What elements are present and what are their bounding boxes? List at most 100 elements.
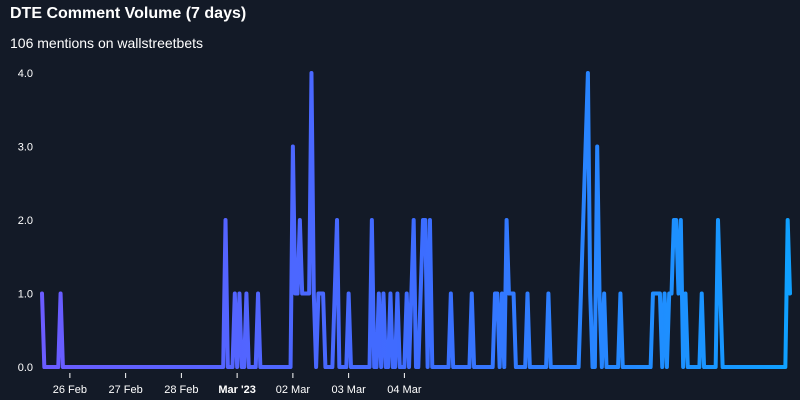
data-point [367, 366, 368, 367]
data-point [722, 366, 723, 367]
data-point [404, 366, 405, 367]
data-point [353, 366, 354, 367]
data-point [611, 366, 612, 367]
data-point [659, 293, 660, 294]
data-point [46, 366, 47, 367]
data-point [536, 366, 537, 367]
data-point [529, 366, 530, 367]
data-point [448, 366, 449, 367]
data-point [343, 366, 344, 367]
data-point [734, 366, 735, 367]
data-point [743, 366, 744, 367]
data-point [104, 366, 105, 367]
data-point [539, 366, 540, 367]
data-point [234, 293, 235, 294]
data-point [729, 366, 730, 367]
data-point [313, 293, 314, 294]
data-point [348, 293, 349, 294]
data-point [146, 366, 147, 367]
data-point [583, 219, 584, 220]
data-point [246, 293, 247, 294]
data-point [88, 366, 89, 367]
data-point [787, 219, 788, 220]
data-point [741, 366, 742, 367]
data-point [550, 366, 551, 367]
data-point [662, 366, 663, 367]
y-axis: 0.0 1.0 2.0 3.0 4.0 [18, 68, 33, 374]
data-point [652, 293, 653, 294]
data-point [197, 366, 198, 367]
data-point [93, 366, 94, 367]
data-point [720, 293, 721, 294]
data-point [327, 366, 328, 367]
data-point [257, 293, 258, 294]
data-point [545, 366, 546, 367]
data-point [69, 366, 70, 367]
data-point [360, 366, 361, 367]
data-point [738, 366, 739, 367]
data-point [120, 366, 121, 367]
data-point [566, 366, 567, 367]
x-tick-label: Mar '23 [218, 384, 255, 396]
data-point [708, 366, 709, 367]
data-point [476, 366, 477, 367]
data-point [369, 366, 370, 367]
data-point [648, 366, 649, 367]
data-point [710, 366, 711, 367]
data-point [587, 72, 588, 73]
data-point [487, 366, 488, 367]
data-point [139, 366, 140, 367]
data-point [564, 366, 565, 367]
data-point [504, 366, 505, 367]
data-point [762, 366, 763, 367]
data-point [664, 293, 665, 294]
data-point [232, 366, 233, 367]
data-point [158, 366, 159, 367]
data-point [655, 293, 656, 294]
data-point [65, 366, 66, 367]
x-tick-label: 27 Feb [109, 384, 143, 396]
data-point [727, 366, 728, 367]
data-point [202, 366, 203, 367]
data-point [597, 146, 598, 147]
data-point [102, 366, 103, 367]
data-point [569, 366, 570, 367]
data-point [506, 219, 507, 220]
data-point [86, 366, 87, 367]
data-point [745, 366, 746, 367]
data-point [724, 366, 725, 367]
data-point [494, 293, 495, 294]
data-point [123, 366, 124, 367]
data-point [450, 293, 451, 294]
data-point [134, 366, 135, 367]
data-point [680, 219, 681, 220]
data-point [415, 366, 416, 367]
data-point [766, 366, 767, 367]
data-point [532, 366, 533, 367]
y-tick-label: 2.0 [18, 215, 33, 227]
y-tick-label: 1.0 [18, 289, 33, 301]
data-point [580, 293, 581, 294]
data-point [281, 366, 282, 367]
data-point [318, 293, 319, 294]
data-point [676, 219, 677, 220]
data-point [388, 366, 389, 367]
data-point [90, 366, 91, 367]
data-point [462, 366, 463, 367]
data-point [485, 366, 486, 367]
x-axis: 26 Feb 27 Feb 28 Feb Mar '23 02 Mar 03 Mar 04 … [53, 373, 422, 396]
data-point [55, 366, 56, 367]
data-point [165, 366, 166, 367]
data-point [678, 293, 679, 294]
data-point [780, 366, 781, 367]
data-point [411, 293, 412, 294]
data-point [48, 366, 49, 367]
data-point [420, 293, 421, 294]
data-point [297, 293, 298, 294]
data-point [199, 366, 200, 367]
data-point [230, 366, 231, 367]
data-point [227, 366, 228, 367]
data-point [492, 366, 493, 367]
x-tick-label: 02 Mar [276, 384, 311, 396]
data-point [206, 366, 207, 367]
